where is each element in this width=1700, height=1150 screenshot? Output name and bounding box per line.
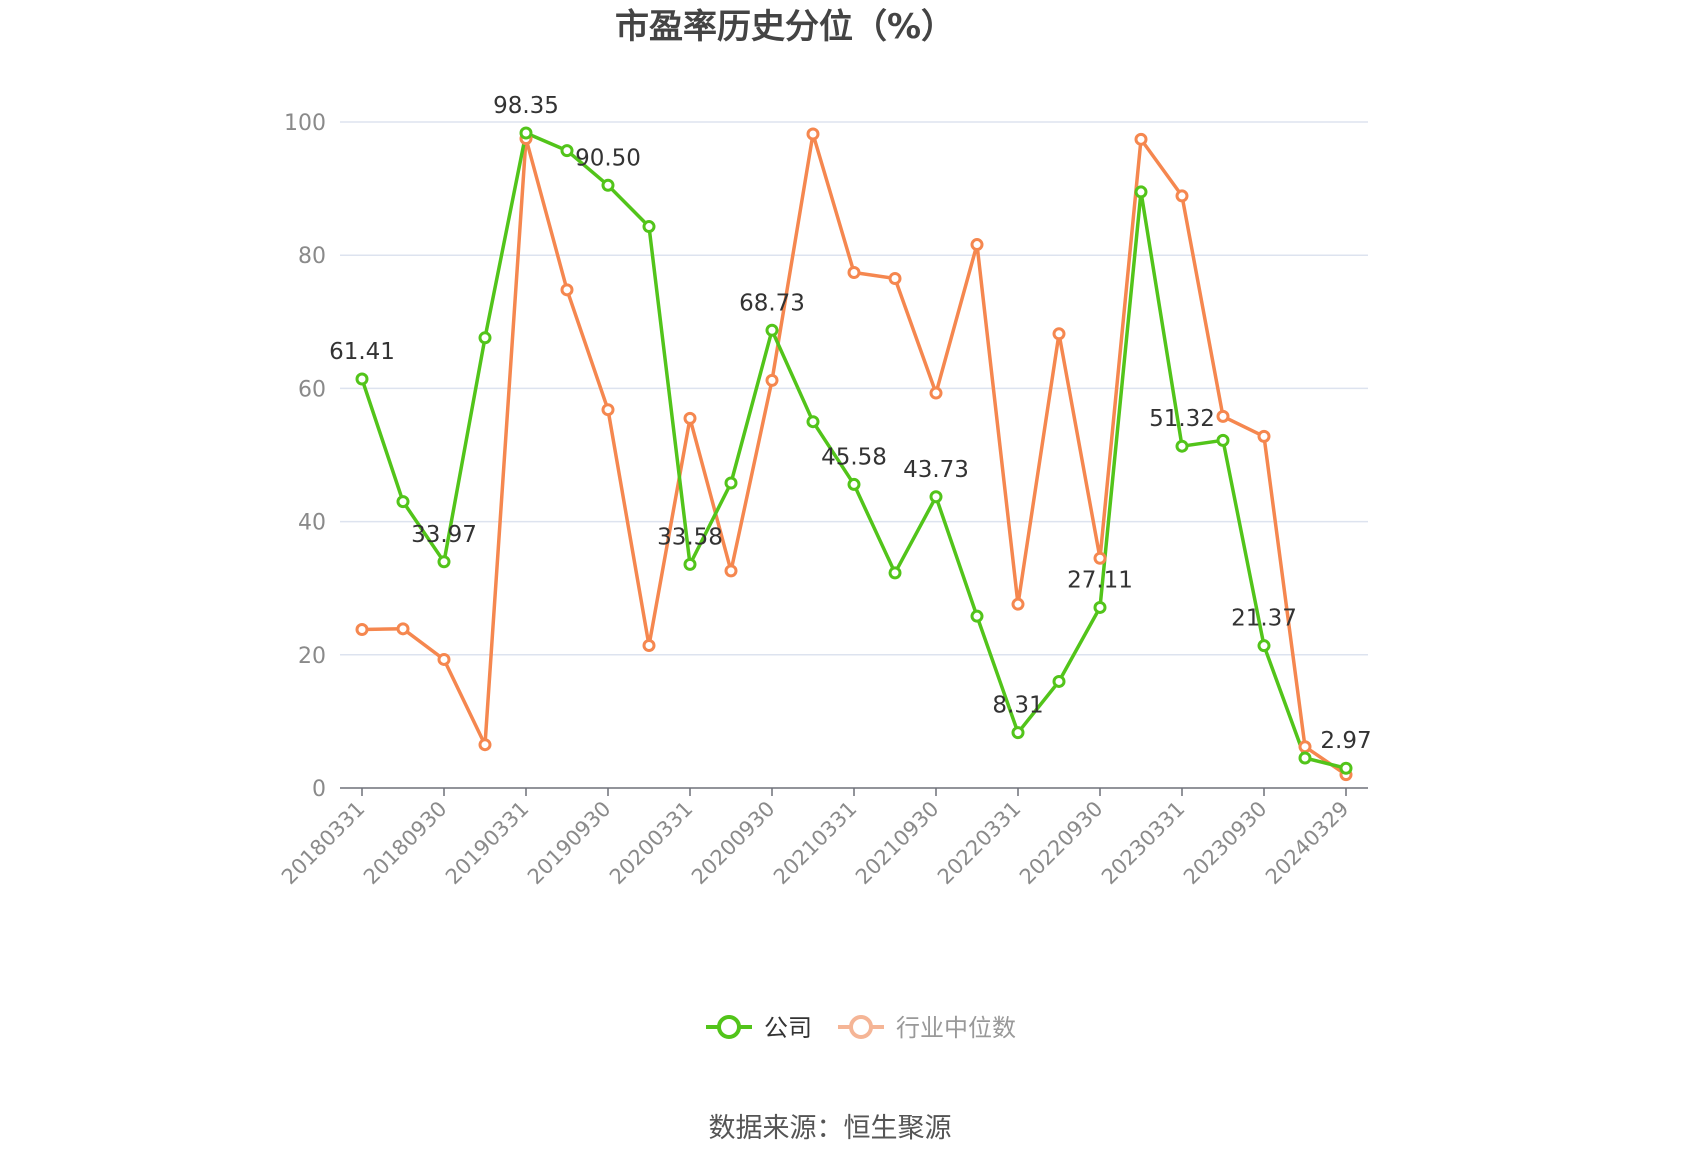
legend-item-industry[interactable]: 行业中位数 bbox=[838, 1014, 1016, 1042]
x-tick-label: 20200331 bbox=[605, 797, 698, 890]
y-tick-label: 100 bbox=[284, 111, 326, 136]
company-point bbox=[847, 477, 861, 491]
x-tick-label: 20220331 bbox=[933, 797, 1026, 890]
y-tick-label: 0 bbox=[312, 777, 326, 802]
company-point bbox=[478, 331, 492, 345]
company-point bbox=[560, 144, 574, 158]
industry-point bbox=[1011, 597, 1025, 611]
industry-point bbox=[642, 638, 656, 652]
x-axis: 2018033120180930201903312019093020200331… bbox=[277, 787, 1368, 890]
legend-industry-marker bbox=[849, 1015, 873, 1039]
company-data-label: 98.35 bbox=[493, 93, 559, 119]
y-tick-label: 40 bbox=[298, 511, 326, 536]
legend-company-marker bbox=[717, 1015, 741, 1039]
chart-title: 市盈率历史分位（%） bbox=[615, 7, 955, 47]
industry-point bbox=[1216, 409, 1230, 423]
company-point bbox=[1175, 439, 1189, 453]
company-point bbox=[1298, 751, 1312, 765]
data-source: 数据来源：恒生聚源 bbox=[709, 1113, 952, 1144]
x-tick-label: 20240329 bbox=[1261, 797, 1354, 890]
company-point bbox=[1134, 185, 1148, 199]
company-point bbox=[806, 415, 820, 429]
company-data-label: 68.73 bbox=[739, 290, 805, 316]
company-point bbox=[519, 126, 533, 140]
x-tick-label: 20190331 bbox=[441, 797, 534, 890]
company-data-label: 2.97 bbox=[1320, 728, 1371, 754]
x-tick-label: 20230331 bbox=[1097, 797, 1190, 890]
industry-point bbox=[396, 622, 410, 636]
company-point bbox=[1011, 726, 1025, 740]
company-data-label: 33.97 bbox=[411, 522, 477, 548]
y-axis-ticks: 0 20 40 60 80 100 bbox=[284, 111, 326, 802]
company-data-label: 45.58 bbox=[821, 444, 887, 470]
x-tick-label: 20190930 bbox=[523, 797, 616, 890]
legend: 公司 行业中位数 bbox=[706, 1014, 1016, 1042]
industry-point bbox=[970, 238, 984, 252]
company-data-label: 8.31 bbox=[992, 693, 1043, 719]
data-labels: 61.41 33.97 98.35 90.50 33.58 68.73 45.58 43.73… bbox=[329, 93, 1372, 754]
company-point bbox=[642, 220, 656, 234]
industry-point bbox=[847, 266, 861, 280]
company-point bbox=[765, 323, 779, 337]
industry-point bbox=[888, 272, 902, 286]
company-point bbox=[683, 557, 697, 571]
company-point bbox=[724, 476, 738, 490]
industry-point bbox=[478, 738, 492, 752]
company-point bbox=[1257, 639, 1271, 653]
industry-point bbox=[1134, 132, 1148, 146]
industry-point bbox=[683, 411, 697, 425]
legend-item-company[interactable]: 公司 bbox=[706, 1014, 812, 1042]
x-tick-label: 20210930 bbox=[851, 797, 944, 890]
company-point bbox=[396, 495, 410, 509]
legend-company-label: 公司 bbox=[764, 1014, 812, 1042]
y-tick-label: 60 bbox=[298, 377, 326, 402]
industry-point bbox=[724, 564, 738, 578]
company-point bbox=[970, 609, 984, 623]
company-point bbox=[437, 555, 451, 569]
company-point bbox=[929, 490, 943, 504]
industry-point bbox=[1257, 429, 1271, 443]
industry-point bbox=[601, 403, 615, 417]
company-point bbox=[1052, 674, 1066, 688]
y-tick-label: 80 bbox=[298, 244, 326, 269]
industry-point bbox=[806, 127, 820, 141]
industry-point bbox=[355, 622, 369, 636]
industry-point bbox=[560, 283, 574, 297]
company-point bbox=[355, 372, 369, 386]
industry-point bbox=[1175, 189, 1189, 203]
company-point bbox=[1093, 600, 1107, 614]
company-data-label: 33.58 bbox=[657, 524, 723, 550]
company-data-label: 43.73 bbox=[903, 457, 969, 483]
industry-point bbox=[765, 373, 779, 387]
x-tick-label: 20220930 bbox=[1015, 797, 1108, 890]
x-tick-label: 20180930 bbox=[359, 797, 452, 890]
company-data-label: 61.41 bbox=[329, 339, 395, 365]
x-tick-label: 20210331 bbox=[769, 797, 862, 890]
company-point bbox=[1216, 433, 1230, 447]
company-data-label: 90.50 bbox=[575, 145, 641, 171]
company-data-label: 21.37 bbox=[1231, 606, 1297, 632]
x-tick-label: 20200930 bbox=[687, 797, 780, 890]
industry-point bbox=[1093, 551, 1107, 565]
company-data-label: 27.11 bbox=[1067, 567, 1133, 593]
x-tick-label: 20180331 bbox=[277, 797, 370, 890]
industry-point bbox=[1052, 327, 1066, 341]
company-point bbox=[888, 566, 902, 580]
series-points bbox=[355, 126, 1353, 782]
industry-point bbox=[929, 386, 943, 400]
x-tick-label: 20230930 bbox=[1179, 797, 1272, 890]
company-point bbox=[601, 178, 615, 192]
legend-industry-label: 行业中位数 bbox=[896, 1014, 1016, 1042]
y-tick-label: 20 bbox=[298, 644, 326, 669]
industry-point bbox=[1298, 740, 1312, 754]
company-point bbox=[1339, 761, 1353, 775]
industry-point bbox=[437, 652, 451, 666]
grid-lines bbox=[340, 121, 1368, 656]
company-data-label: 51.32 bbox=[1149, 406, 1215, 432]
